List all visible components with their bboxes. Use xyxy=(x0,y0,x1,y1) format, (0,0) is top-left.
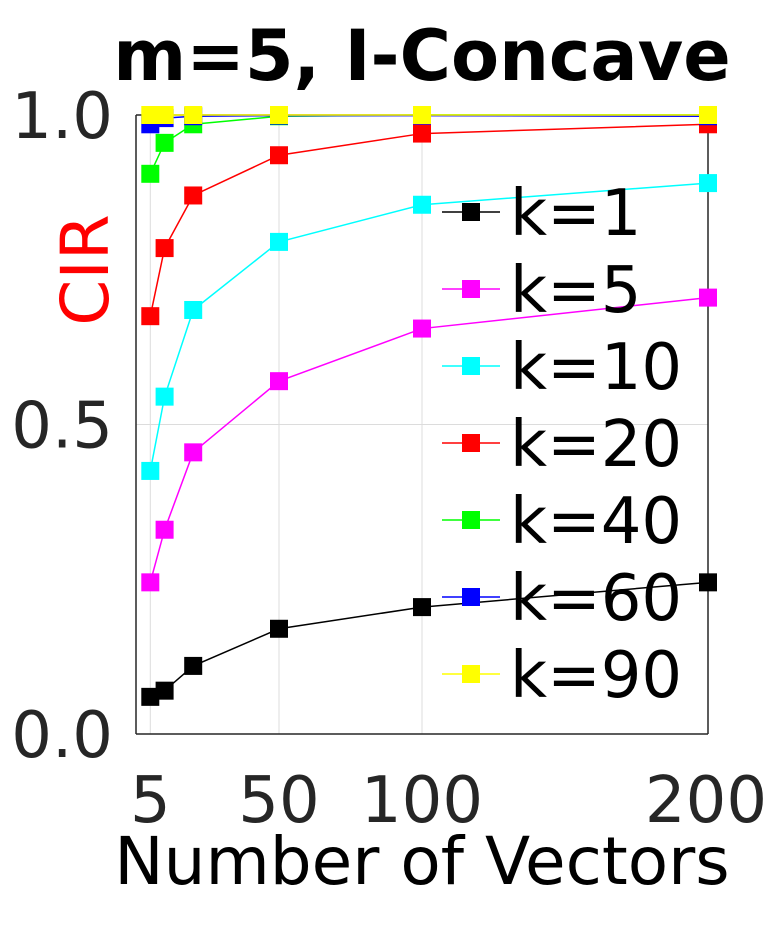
legend-label: k=5 xyxy=(510,254,641,328)
data-point xyxy=(699,174,717,193)
data-point xyxy=(270,372,288,391)
legend-label: k=20 xyxy=(510,408,682,482)
series-line xyxy=(149,123,709,317)
legend-label: k=10 xyxy=(510,331,682,405)
data-point xyxy=(141,164,160,183)
data-point xyxy=(155,387,174,406)
x-tick-label: 5 xyxy=(130,764,171,838)
data-point xyxy=(184,300,203,319)
legend-marker xyxy=(462,511,480,529)
series-k=5 xyxy=(141,288,717,592)
legend-item: k=60 xyxy=(442,562,682,636)
series-k=10 xyxy=(141,174,717,480)
y-tick-label: 0.0 xyxy=(11,699,113,773)
y-axis-label: CIR xyxy=(47,214,124,325)
y-tick-label: 1.0 xyxy=(11,80,113,154)
legend-item: k=5 xyxy=(442,254,641,328)
legend-label: k=1 xyxy=(510,177,641,251)
data-point xyxy=(155,681,174,700)
data-point xyxy=(270,106,288,124)
x-tick-label: 200 xyxy=(645,764,767,838)
data-point xyxy=(155,520,174,539)
y-tick-label: 0.5 xyxy=(11,390,113,464)
data-point xyxy=(155,106,174,124)
data-point xyxy=(141,687,160,706)
legend-item: k=20 xyxy=(442,408,682,482)
data-point xyxy=(270,619,288,638)
tick-labels: 5 50 100 200 0.0 0.5 1.0 xyxy=(11,80,767,838)
data-point xyxy=(155,133,174,152)
legend-marker xyxy=(462,434,480,452)
data-point xyxy=(184,186,203,205)
legend-item: k=40 xyxy=(442,485,682,559)
legend-label: k=40 xyxy=(510,485,682,559)
data-point xyxy=(413,319,431,338)
series-k=90 xyxy=(141,106,717,124)
data-point xyxy=(155,239,174,258)
x-tick-label: 50 xyxy=(238,764,319,838)
series-line xyxy=(149,182,709,472)
legend-item: k=90 xyxy=(442,639,682,713)
data-point xyxy=(413,124,431,143)
data-point xyxy=(270,232,288,251)
legend-item: k=10 xyxy=(442,331,682,405)
legend-marker xyxy=(462,357,480,375)
data-point xyxy=(184,656,203,675)
legend-marker xyxy=(462,203,480,221)
legend-marker xyxy=(462,280,480,298)
legend-label: k=60 xyxy=(510,562,682,636)
data-point xyxy=(141,461,160,480)
data-point xyxy=(413,106,431,124)
plot-series xyxy=(141,106,717,706)
legend-item: k=1 xyxy=(442,177,641,251)
data-point xyxy=(141,106,160,124)
legend-label: k=90 xyxy=(510,639,682,713)
data-point xyxy=(184,443,203,462)
data-point xyxy=(184,106,203,124)
x-axis-label: Number of Vectors xyxy=(114,823,729,900)
data-point xyxy=(699,106,717,124)
x-tick-label: 100 xyxy=(361,764,483,838)
legend: k=1k=5k=10k=20k=40k=60k=90 xyxy=(442,177,682,713)
data-point xyxy=(141,307,160,326)
data-point xyxy=(699,573,717,592)
legend-marker xyxy=(462,588,480,606)
data-point xyxy=(699,288,717,307)
series-k=20 xyxy=(141,115,717,326)
data-point xyxy=(141,573,160,592)
chart-title: m=5, I-Concave xyxy=(113,15,731,97)
data-point xyxy=(413,598,431,617)
data-point xyxy=(413,195,431,214)
data-point xyxy=(270,146,288,165)
legend-marker xyxy=(462,665,480,683)
